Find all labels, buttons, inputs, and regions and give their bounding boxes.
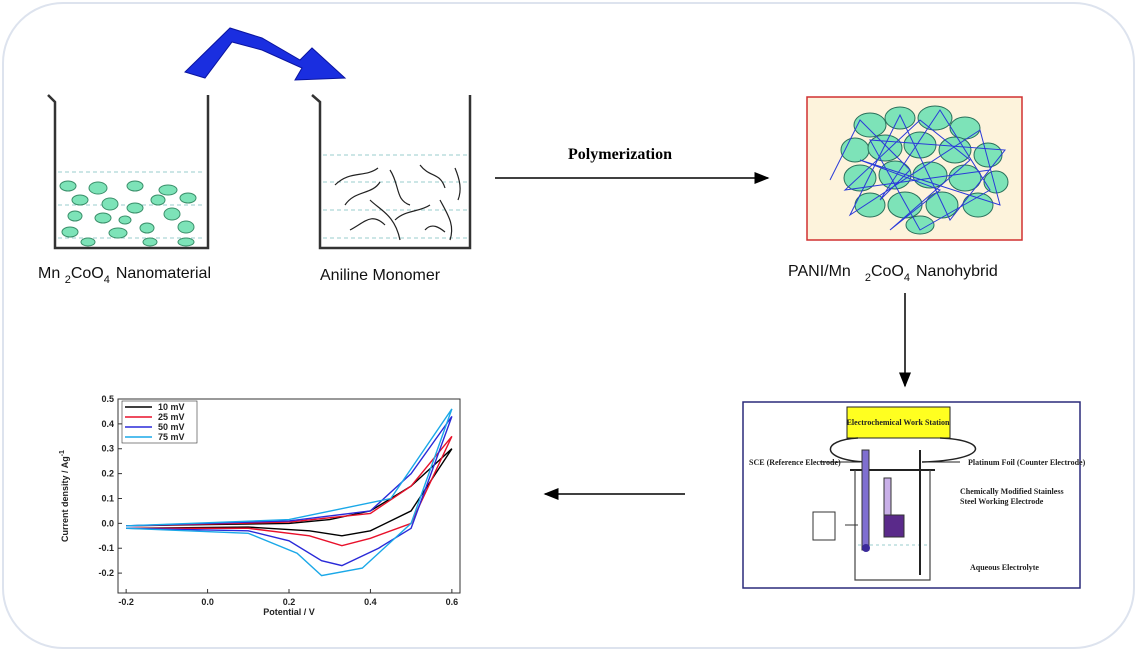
counter-label: Platinum Foil (Counter Electrode) (968, 458, 1086, 467)
transfer-arrow (184, 27, 347, 81)
y-tick-label: 0.3 (101, 444, 114, 454)
workstation-label: Electrochemical Work Station (847, 418, 950, 427)
x-tick-label: 0.2 (283, 597, 296, 607)
x-tick-label: -0.2 (118, 597, 134, 607)
y-tick-label: 0.1 (101, 493, 114, 503)
cv-curve (126, 448, 453, 537)
working-label: Steel Working Electrode (960, 497, 1044, 506)
monomer-label: Aniline Monomer (320, 267, 441, 284)
reference-label: SCE (Reference Electrode) (749, 458, 841, 467)
y-tick-label: -0.2 (98, 568, 114, 578)
cv-chart: Potential / V Current density / Ag-1 -0.… (59, 394, 461, 617)
legend (121, 400, 198, 444)
x-axis-label: Potential / V (263, 607, 315, 617)
legend-label: 10 mV (158, 402, 185, 412)
y-tick-label: -0.1 (98, 543, 114, 553)
process-label: Polymerization (568, 146, 672, 163)
beaker-monomer (311, 94, 472, 250)
y-tick-label: 0.0 (101, 518, 114, 528)
x-tick-label: 0.6 (446, 597, 459, 607)
nanohybrid-label: PANI/Mn 2CoO4 Nanohybrid (788, 263, 998, 284)
beaker-nanomaterial (47, 94, 210, 250)
electrochemical-cell (742, 401, 1081, 589)
legend-label: 75 mV (158, 432, 185, 442)
x-tick-label: 0.0 (201, 597, 214, 607)
working-label: Chemically Modified Stainless (960, 487, 1064, 496)
cv-curve (126, 408, 453, 577)
y-tick-label: 0.4 (101, 419, 114, 429)
electrolyte-label: Aqueous Electrolyte (970, 563, 1039, 572)
x-tick-label: 0.4 (364, 597, 377, 607)
y-tick-label: 0.2 (101, 469, 114, 479)
nanomaterial-label: Mn 2CoO4 Nanomaterial (38, 265, 211, 286)
nanohybrid-image (806, 96, 1023, 241)
y-axis-label: Current density / Ag-1 (59, 450, 70, 542)
legend-label: 25 mV (158, 412, 185, 422)
legend-label: 50 mV (158, 422, 185, 432)
y-tick-label: 0.5 (101, 394, 114, 404)
